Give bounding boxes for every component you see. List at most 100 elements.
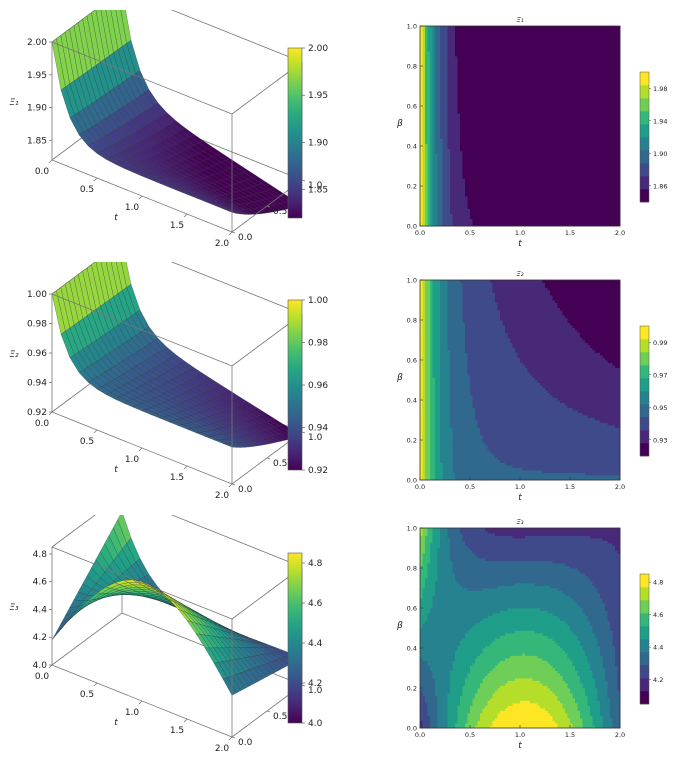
contour-cell: [495, 188, 498, 192]
contour-cell: [532, 53, 536, 57]
contour-cell: [452, 91, 456, 94]
contour-cell: [457, 26, 461, 29]
contour-cell: [430, 31, 433, 34]
contour-cell: [527, 91, 531, 94]
contour-cell: [557, 98, 561, 102]
contour-cell: [510, 103, 513, 107]
contour-cell: [530, 128, 533, 132]
contour-cell: [515, 83, 518, 87]
contour-cell: [467, 101, 471, 104]
contour-cell: [555, 136, 558, 139]
contour-cell: [440, 118, 443, 122]
contour-cell: [487, 218, 491, 222]
contour-cell: [555, 216, 558, 219]
contour-cell: [505, 213, 508, 217]
contour-cell: [540, 38, 543, 42]
contour-cell: [442, 118, 446, 122]
contour-cell: [467, 171, 471, 174]
contour-cell: [460, 158, 463, 162]
contour-cell: [560, 111, 563, 114]
contour-cell: [515, 98, 518, 102]
contour-cell: [555, 173, 558, 177]
contour-cell: [420, 48, 423, 52]
contour-cell: [430, 121, 433, 124]
contour-cell: [422, 126, 426, 129]
contour-cell: [492, 58, 496, 62]
contour-cell: [460, 116, 463, 119]
contour-cell: [467, 121, 471, 124]
contour-cell: [537, 138, 541, 142]
contour-cell: [435, 218, 438, 222]
contour-cell: [482, 178, 486, 182]
contour-cell: [435, 131, 438, 134]
contour-cell: [492, 33, 496, 37]
contour-cell: [545, 201, 548, 204]
contour-cell: [472, 81, 476, 84]
contour-cell: [432, 201, 436, 204]
contour-cell: [440, 196, 443, 199]
contour-cell: [555, 111, 558, 114]
contour-cell: [562, 123, 566, 127]
contour-cell: [502, 151, 506, 154]
contour-cell: [462, 38, 466, 42]
contour-cell: [527, 123, 531, 127]
contour-cell: [485, 221, 488, 224]
contour-cell: [422, 173, 426, 177]
contour-cell: [472, 213, 476, 217]
contour-cell: [490, 223, 493, 227]
contour-cell: [535, 213, 538, 217]
contour-cell: [512, 131, 516, 134]
contour-cell: [440, 176, 443, 179]
contour-cell: [472, 141, 476, 144]
contour-cell: [532, 186, 536, 189]
contour-cell: [535, 193, 538, 197]
contour-cell: [495, 36, 498, 39]
contour-cell: [537, 131, 541, 134]
contour-cell: [542, 201, 546, 204]
contour-cell: [527, 103, 531, 107]
contour-cell: [485, 46, 488, 49]
contour-cell: [485, 28, 488, 32]
contour-cell: [542, 131, 546, 134]
contour-cell: [482, 71, 486, 74]
contour-cell: [460, 96, 463, 99]
contour-cell: [510, 46, 513, 49]
contour-cell: [455, 73, 458, 77]
contour-cell: [457, 108, 461, 112]
contour-cell: [420, 198, 423, 202]
contour-cell: [557, 151, 561, 154]
contour-cell: [497, 31, 501, 34]
contour-cell: [550, 156, 553, 159]
contour-cell: [542, 63, 546, 67]
contour-cell: [425, 108, 428, 112]
contour-cell: [447, 163, 451, 167]
contour-cell: [482, 113, 486, 117]
contour-cell: [562, 88, 566, 92]
contour-cell: [500, 56, 503, 59]
contour-cell: [495, 158, 498, 162]
contour-cell: [557, 133, 561, 137]
contour-cell: [490, 218, 493, 222]
contour-cell: [542, 173, 546, 177]
contour-cell: [535, 166, 538, 169]
contour-cell: [477, 133, 481, 137]
contour-cell: [492, 126, 496, 129]
contour-cell: [562, 183, 566, 187]
contour-cell: [540, 141, 543, 144]
contour-cell: [530, 31, 533, 34]
contour-cell: [532, 86, 536, 89]
contour-cell: [440, 146, 443, 149]
contour-cell: [540, 48, 543, 52]
contour-cell: [495, 51, 498, 54]
contour-cell: [557, 53, 561, 57]
contour-cell: [487, 111, 491, 114]
contour-cell: [445, 88, 448, 92]
contour-cell: [430, 26, 433, 29]
contour-cell: [530, 133, 533, 137]
contour-cell: [525, 71, 528, 74]
contour-cell: [555, 101, 558, 104]
contour-cell: [495, 111, 498, 114]
contour-cell: [530, 28, 533, 32]
contour-cell: [487, 96, 491, 99]
contour-cell: [450, 108, 453, 112]
